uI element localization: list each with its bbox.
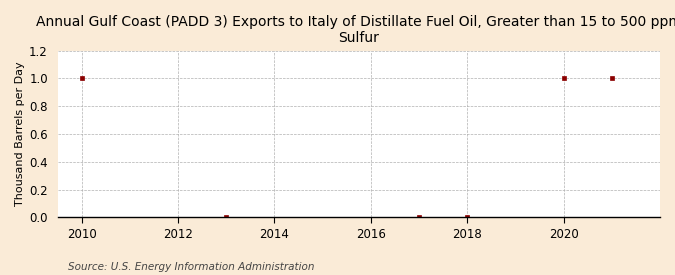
Text: Source: U.S. Energy Information Administration: Source: U.S. Energy Information Administ… <box>68 262 314 272</box>
Y-axis label: Thousand Barrels per Day: Thousand Barrels per Day <box>15 62 25 206</box>
Title: Annual Gulf Coast (PADD 3) Exports to Italy of Distillate Fuel Oil, Greater than: Annual Gulf Coast (PADD 3) Exports to It… <box>36 15 675 45</box>
